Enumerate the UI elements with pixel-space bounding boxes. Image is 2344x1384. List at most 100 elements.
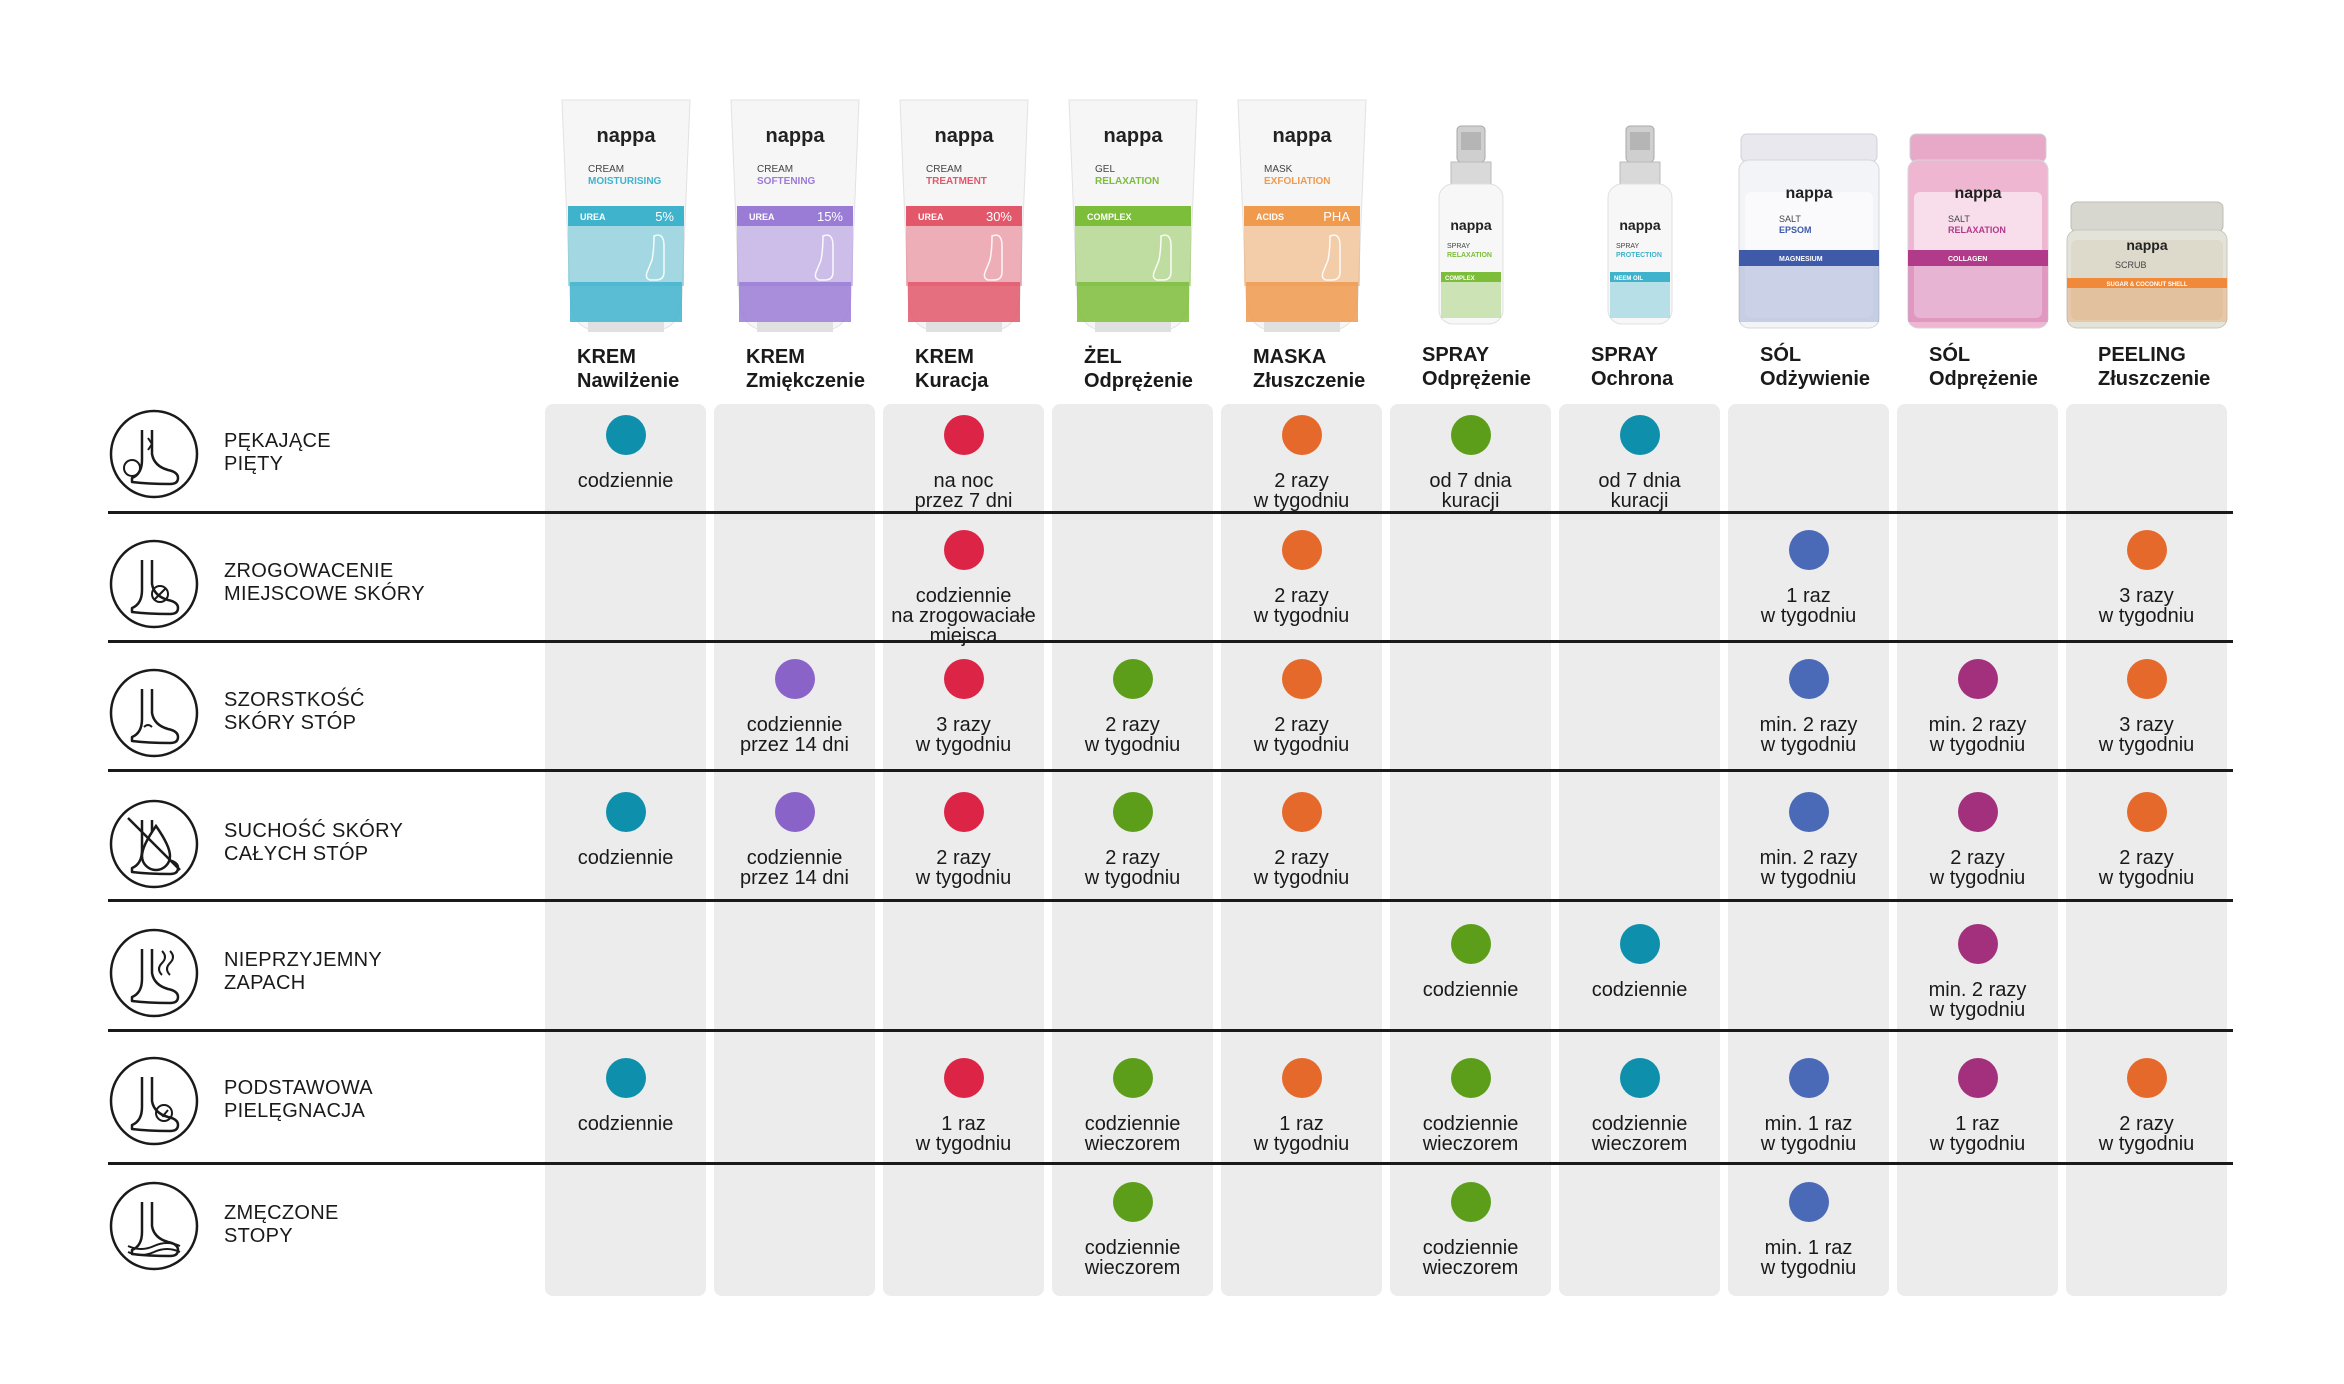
recommendation-dot: [1957, 1058, 1998, 1098]
recommendation-dot: [1450, 924, 1491, 964]
row-divider: [108, 1162, 2233, 1165]
column-background: [1559, 404, 1720, 1296]
brand-logo: nappa: [1785, 185, 1832, 202]
product-type-label: SÓL: [1929, 344, 1971, 366]
condition-label-line2: PIĘTY: [224, 453, 284, 475]
svg-text:COMPLEX: COMPLEX: [1087, 212, 1132, 222]
recommendation-dot: [1281, 415, 1322, 455]
brand-logo: nappa: [765, 125, 825, 147]
frequency-text: codziennie: [577, 470, 674, 492]
frequency-text: min. 2 razy w tygodniu: [1759, 847, 1858, 889]
product-effect-label: Kuracja: [915, 370, 989, 392]
condition-label: NIEPRZYJEMNY ZAPACH: [224, 949, 382, 995]
product-effect-label: Odżywienie: [1760, 368, 1871, 390]
svg-text:COMPLEX: COMPLEX: [1445, 276, 1475, 282]
brand-logo: nappa: [2126, 237, 2167, 253]
product-effect-label: Ochrona: [1591, 368, 1674, 390]
recommendation-cell: codziennie: [1390, 924, 1551, 1000]
product-image: nappa MASK EXFOLIATION ACIDS PHA: [1234, 96, 1370, 341]
svg-text:RELAXATION: RELAXATION: [1948, 225, 2006, 235]
recommendation-cell: min. 2 razy w tygodniu: [1728, 792, 1889, 888]
product-image: nappa SALT RELAXATION COLLAGEN: [1906, 132, 2050, 337]
product-spray-graphic: nappa SPRAY RELAXATION COMPLEX: [1438, 125, 1503, 325]
recommendation-dot: [1450, 1182, 1491, 1222]
condition-label-line2: ZAPACH: [224, 972, 306, 994]
brand-logo: nappa: [1954, 185, 2001, 202]
frequency-text: od 7 dnia kuracji: [1429, 470, 1512, 512]
frequency-text: od 7 dnia kuracji: [1598, 470, 1681, 512]
frequency-text: codziennie przez 14 dni: [740, 714, 849, 756]
recommendation-dot: [2126, 1058, 2167, 1098]
frequency-text: 1 raz w tygodniu: [1760, 585, 1857, 627]
recommendation-dot: [1957, 792, 1998, 832]
frequency-text: 2 razy w tygodniu: [1253, 470, 1350, 512]
condition-label-line2: PIELĘGNACJA: [224, 1100, 366, 1122]
product-image: nappa SPRAY RELAXATION COMPLEX: [1435, 124, 1507, 339]
frequency-text: codziennie przez 14 dni: [740, 847, 849, 889]
product-image: nappa SALT EPSOM MAGNESIUM: [1737, 132, 1881, 337]
product-effect-label: Złuszczenie: [2098, 368, 2211, 390]
condition-label-line1: ZROGOWACENIE: [224, 560, 394, 582]
condition-label: PĘKAJĄCE PIĘTY: [224, 430, 331, 476]
condition-label: PODSTAWOWA PIELĘGNACJA: [224, 1077, 373, 1123]
frequency-text: codziennie wieczorem: [1422, 1113, 1519, 1155]
recommendation-dot: [774, 659, 815, 699]
recommendation-dot: [1281, 792, 1322, 832]
product-name: SPRAY Ochrona: [1591, 343, 1673, 391]
svg-text:MAGNESIUM: MAGNESIUM: [1779, 256, 1823, 263]
product-name: KREM Nawilżenie: [577, 345, 679, 393]
product-image: nappa CREAM MOISTURISING UREA 5%: [558, 96, 694, 341]
recommendation-cell: codziennie wieczorem: [1390, 1058, 1551, 1154]
recommendation-dot: [1281, 1058, 1322, 1098]
product-type-label: SÓL: [1760, 344, 1802, 366]
frequency-text: min. 1 raz w tygodniu: [1760, 1113, 1857, 1155]
recommendation-dot: [1788, 792, 1829, 832]
product-effect-label: Odprężenie: [1929, 368, 2038, 390]
svg-text:GEL: GEL: [1095, 164, 1115, 175]
condition-label-line2: MIEJSCOWE SKÓRY: [224, 583, 425, 605]
frequency-text: 2 razy w tygodniu: [1084, 714, 1181, 756]
condition-label: ZMĘCZONE STOPY: [224, 1202, 339, 1248]
recommendation-cell: codziennie wieczorem: [1052, 1182, 1213, 1278]
product-type-label: PEELING: [2098, 344, 2186, 366]
recommendation-dot: [1788, 659, 1829, 699]
recommendation-cell: 2 razy w tygodniu: [1221, 530, 1382, 626]
frequency-text: codziennie na zrogowaciałe miejsca: [891, 585, 1036, 647]
frequency-text: codziennie wieczorem: [1084, 1113, 1181, 1155]
product-type-label: SPRAY: [1422, 344, 1490, 366]
recommendation-dot: [1957, 924, 1998, 964]
recommendation-dot: [1619, 415, 1660, 455]
product-name: KREM Kuracja: [915, 345, 988, 393]
svg-text:SOFTENING: SOFTENING: [757, 176, 816, 187]
recommendation-cell: 2 razy w tygodniu: [1221, 792, 1382, 888]
column-background: [1390, 404, 1551, 1296]
recommendation-dot: [943, 659, 984, 699]
recommendation-cell: 2 razy w tygodniu: [2066, 1058, 2227, 1154]
frequency-text: codziennie: [577, 1113, 674, 1135]
frequency-text: codziennie: [1422, 979, 1519, 1001]
odor-icon: [109, 928, 199, 1018]
recommendation-cell: 2 razy w tygodniu: [1221, 659, 1382, 755]
brand-logo: nappa: [1103, 125, 1163, 147]
recommendation-cell: 1 raz w tygodniu: [1728, 530, 1889, 626]
svg-text:UREA: UREA: [580, 212, 606, 222]
row-divider: [108, 1029, 2233, 1032]
recommendation-dot: [943, 1058, 984, 1098]
product-name: ŻEL Odprężenie: [1084, 345, 1193, 393]
recommendation-cell: codziennie przez 14 dni: [714, 792, 875, 888]
recommendation-dot: [1112, 1058, 1153, 1098]
frequency-text: codziennie wieczorem: [1422, 1237, 1519, 1279]
svg-text:PHA: PHA: [1323, 209, 1350, 224]
recommendation-dot: [943, 792, 984, 832]
brand-logo: nappa: [596, 125, 656, 147]
product-name: MASKA Złuszczenie: [1253, 345, 1365, 393]
product-effect-label: Odprężenie: [1084, 370, 1193, 392]
condition-label: SZORSTKOŚĆ SKÓRY STÓP: [224, 689, 365, 735]
condition-label-line1: SUCHOŚĆ SKÓRY: [224, 820, 404, 842]
frequency-text: 2 razy w tygodniu: [1253, 585, 1350, 627]
recommendation-cell: 3 razy w tygodniu: [2066, 530, 2227, 626]
frequency-text: 2 razy w tygodniu: [915, 847, 1012, 889]
